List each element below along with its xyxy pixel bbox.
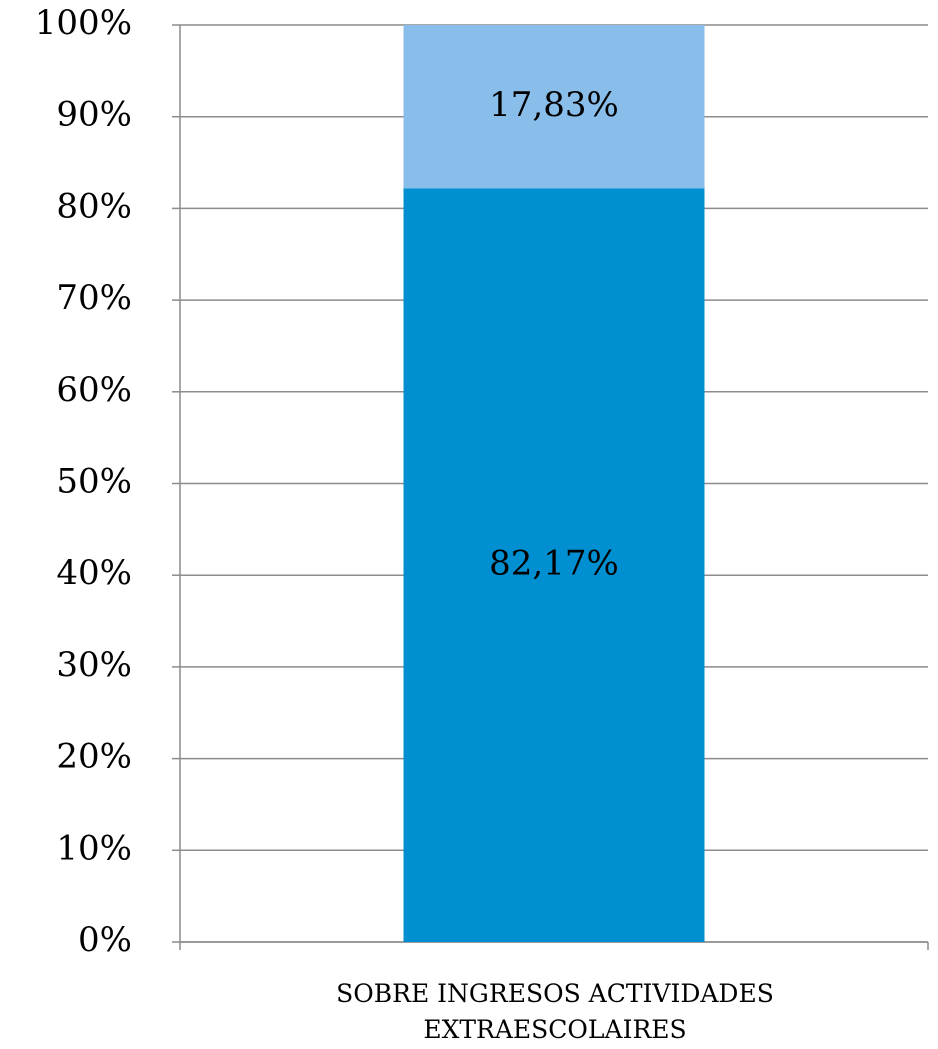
y-tick-label: 40% bbox=[56, 553, 132, 593]
x-tick-label: SOBRE INGRESOS ACTIVIDADES EXTRAESCOLAIR… bbox=[336, 979, 774, 1044]
y-tick-label: 90% bbox=[56, 95, 132, 135]
y-tick-label: 80% bbox=[56, 186, 132, 226]
y-tick-label: 50% bbox=[56, 462, 132, 502]
y-tick-label: 30% bbox=[56, 645, 132, 685]
y-tick-label: 0% bbox=[78, 920, 132, 960]
y-tick-label: 60% bbox=[56, 370, 132, 410]
y-tick-label: 70% bbox=[56, 278, 132, 318]
bar-segment bbox=[403, 188, 705, 942]
y-tick-label: 10% bbox=[56, 828, 132, 868]
data-label: 17,83% bbox=[489, 85, 619, 125]
y-tick-label: 20% bbox=[56, 737, 132, 777]
y-tick-label: 100% bbox=[35, 3, 132, 43]
data-label: 82,17% bbox=[489, 543, 619, 583]
bar-segment bbox=[403, 25, 705, 189]
